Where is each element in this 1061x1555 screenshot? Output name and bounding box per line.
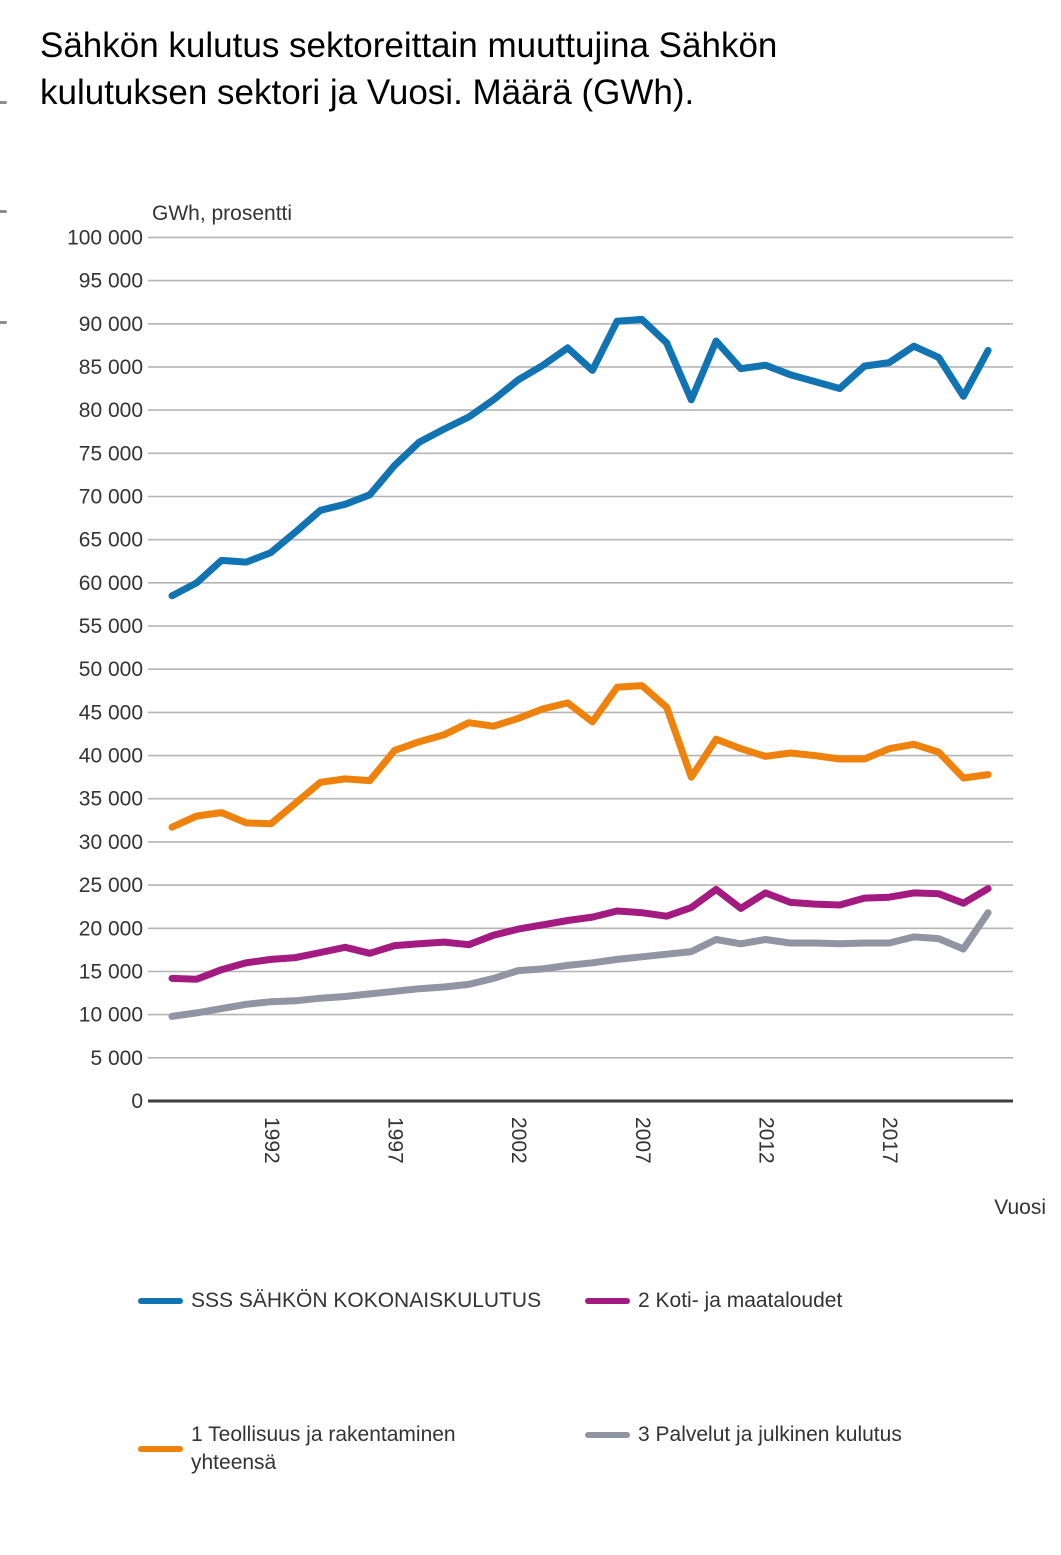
y-tick-label: 70 000	[79, 486, 143, 509]
x-tick-label: 1997	[384, 1117, 407, 1164]
y-tick-label: 60 000	[79, 572, 143, 595]
legend-item-services[interactable]: 3 Palvelut ja julkinen kulutus	[585, 1421, 902, 1449]
legend-swatch-services-line	[585, 1432, 630, 1438]
y-tick-label: 5 000	[90, 1047, 143, 1070]
series-line-2	[168, 682, 992, 831]
y-tick-label: 15 000	[79, 961, 143, 984]
y-tick-label: 35 000	[79, 788, 143, 811]
legend-item-households[interactable]: 2 Koti- ja maataloudet	[585, 1287, 842, 1315]
line-chart[interactable]: 0 5 000 10 000 15 000 20 000 25 000 30 000 35 0…	[0, 0, 1061, 1250]
y-tick-label: 95 000	[79, 270, 143, 293]
legend-item-total[interactable]: SSS SÄHKÖN KOKONAISKULUTUS	[138, 1287, 541, 1315]
legend-label-total: SSS SÄHKÖN KOKONAISKULUTUS	[191, 1289, 542, 1312]
y-tick-label: 10 000	[79, 1004, 143, 1027]
y-tick-label: 40 000	[79, 745, 143, 768]
left-edge-tick-1	[0, 101, 7, 104]
y-tick-label: 80 000	[79, 399, 143, 422]
x-axis-title: Vuosi	[994, 1196, 1046, 1219]
x-tick-label: 1992	[260, 1117, 283, 1164]
y-axis-unit-label: GWh, prosentti	[152, 202, 293, 225]
legend-swatch-households-line	[585, 1298, 630, 1304]
x-tick-label: 2012	[755, 1117, 778, 1164]
x-tick-label: 2007	[631, 1117, 654, 1164]
y-tick-label: 30 000	[79, 831, 143, 854]
x-tick-label: 2017	[878, 1117, 901, 1164]
legend-swatch-industry-line	[138, 1446, 183, 1452]
y-tick-label: 100 000	[67, 226, 143, 249]
x-tick-label: 2002	[507, 1117, 530, 1164]
left-edge-tick-2	[0, 210, 7, 213]
y-tick-label: 90 000	[79, 313, 143, 336]
y-tick-label: 75 000	[79, 442, 143, 465]
series-line-1	[168, 885, 992, 983]
y-tick-label: 20 000	[79, 917, 143, 940]
chart-title: Sähkön kulutus sektoreittain muuttujina …	[40, 26, 778, 112]
y-tick-label: 45 000	[79, 701, 143, 724]
legend-label-industry: 1 Teollisuus ja rakentaminen yhteensä	[191, 1423, 456, 1474]
series-line-3	[168, 909, 992, 1020]
legend-item-industry[interactable]: 1 Teollisuus ja rakentaminen yhteensä	[138, 1421, 491, 1477]
legend-label-services: 3 Palvelut ja julkinen kulutus	[638, 1423, 902, 1446]
series-line-0	[168, 315, 992, 600]
y-tick-label: 85 000	[79, 356, 143, 379]
legend-label-households: 2 Koti- ja maataloudet	[638, 1289, 843, 1312]
y-tick-label: 25 000	[79, 874, 143, 897]
y-tick-label: 65 000	[79, 529, 143, 552]
y-tick-label: 50 000	[79, 658, 143, 681]
legend-swatch-total-line	[138, 1298, 183, 1304]
y-tick-label: 55 000	[79, 615, 143, 638]
left-edge-tick-3	[0, 321, 7, 324]
y-tick-label: 0	[131, 1090, 143, 1113]
